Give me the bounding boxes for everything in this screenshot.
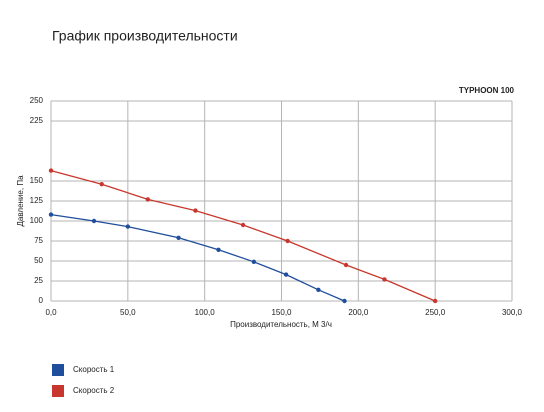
x-tick-label: 100,0 <box>195 308 216 317</box>
x-tick-label: 0,0 <box>45 308 57 317</box>
y-tick-label: 25 <box>34 276 43 285</box>
data-point <box>285 238 290 244</box>
y-tick-label: 100 <box>30 216 44 225</box>
data-point <box>91 218 97 224</box>
y-axis-label: Давление, Па <box>16 175 25 227</box>
legend-label: Скорость 2 <box>73 386 115 395</box>
y-tick-label: 125 <box>30 196 44 205</box>
y-tick-label: 0 <box>39 296 44 305</box>
data-point <box>176 235 181 240</box>
y-tick-label: 75 <box>34 236 43 245</box>
data-point <box>216 247 221 252</box>
data-point <box>125 224 131 229</box>
data-point <box>283 272 289 277</box>
x-tick-label: 150,0 <box>271 308 292 317</box>
data-point <box>99 182 104 187</box>
data-point <box>432 298 438 304</box>
legend-swatch <box>52 364 64 376</box>
data-point <box>193 208 198 213</box>
data-point <box>251 259 257 264</box>
x-tick-label: 300,0 <box>502 308 523 317</box>
legend-swatch <box>52 385 64 397</box>
data-point <box>48 168 54 173</box>
x-tick-label: 200,0 <box>348 308 369 317</box>
chart-title: График производительности <box>52 28 238 44</box>
legend-label: Скорость 1 <box>73 365 115 374</box>
x-tick-label: 50,0 <box>120 308 136 317</box>
y-tick-label: 225 <box>30 116 44 125</box>
y-tick-label: 150 <box>30 176 44 185</box>
data-point <box>382 277 387 282</box>
data-point <box>240 222 246 228</box>
data-point <box>145 197 151 202</box>
data-point <box>343 262 349 268</box>
x-axis-label: Производительность, М 3/ч <box>230 320 332 329</box>
data-point <box>48 212 54 217</box>
y-tick-label: 50 <box>34 256 43 265</box>
data-point <box>342 298 347 304</box>
model-label: TYPHOON 100 <box>459 86 515 95</box>
x-tick-label: 250,0 <box>425 308 446 317</box>
y-tick-label: 250 <box>30 96 44 105</box>
series-line <box>50 213 345 302</box>
data-point <box>316 287 321 292</box>
